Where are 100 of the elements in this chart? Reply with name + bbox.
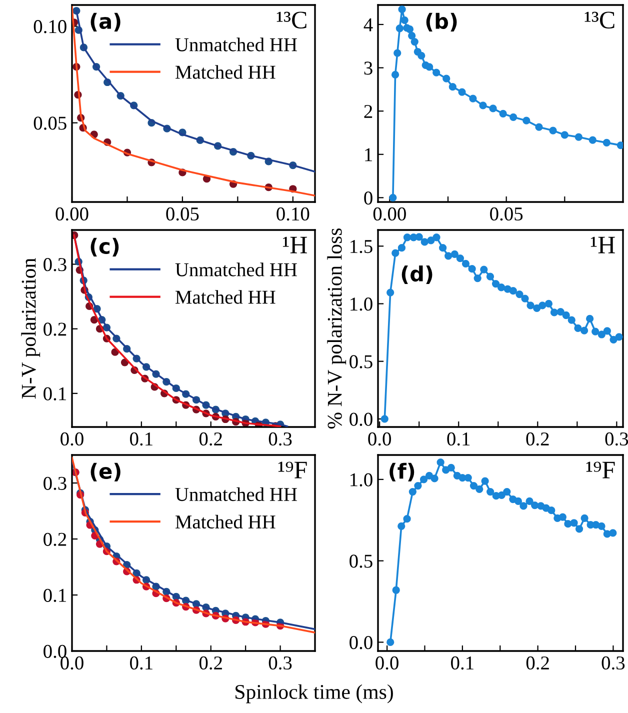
- point: [389, 194, 397, 202]
- legend-label: Unmatched HH: [175, 262, 297, 276]
- point: [556, 308, 564, 316]
- y-tick-label: 2: [364, 104, 372, 118]
- point: [447, 464, 455, 472]
- point: [516, 290, 524, 298]
- point: [456, 254, 464, 262]
- point: [522, 116, 530, 124]
- point: [486, 272, 494, 280]
- point: [550, 308, 558, 316]
- point: [415, 233, 423, 241]
- x-tick-label: 0.2: [526, 432, 549, 446]
- point: [615, 333, 623, 341]
- point: [418, 52, 426, 60]
- point: [448, 83, 456, 91]
- point: [414, 482, 422, 490]
- point: [533, 304, 541, 312]
- x-tick-label: 0.1: [451, 656, 474, 670]
- annotation: ¹H: [590, 236, 615, 254]
- point: [427, 236, 435, 244]
- x-tick-label: 0.05: [490, 207, 523, 221]
- point: [458, 88, 466, 96]
- y-tick-label: 0.2: [44, 322, 66, 336]
- point: [574, 133, 582, 141]
- annotation: ¹³C: [584, 12, 614, 29]
- point: [408, 488, 416, 496]
- point: [391, 70, 400, 79]
- x-tick-label: 0.1: [130, 432, 152, 446]
- point: [568, 316, 576, 324]
- point: [469, 94, 477, 102]
- x-tick-label: 0.2: [199, 432, 222, 446]
- y-tick-label: 0.05: [34, 116, 66, 130]
- y-tick-label: 0.5: [350, 554, 372, 568]
- point: [544, 300, 553, 308]
- point: [403, 234, 412, 242]
- point: [598, 522, 606, 530]
- point: [432, 68, 440, 76]
- annotation: ¹⁹F: [586, 462, 615, 478]
- x-tick-label: 0.3: [602, 656, 625, 670]
- y-tick-label: 0.3: [44, 476, 66, 490]
- point: [514, 497, 522, 506]
- legend-label: Matched HH: [175, 65, 276, 79]
- point: [580, 514, 588, 522]
- point: [474, 274, 482, 282]
- annotation: (d): [402, 265, 432, 284]
- point: [489, 104, 497, 112]
- annotation: ¹⁹F: [278, 462, 307, 478]
- point: [526, 302, 534, 310]
- x-tick-label: 0.1: [447, 432, 470, 446]
- point: [406, 25, 414, 34]
- y-tick-label: 3: [364, 62, 372, 75]
- point: [450, 250, 458, 258]
- point: [464, 474, 472, 482]
- point: [408, 32, 416, 40]
- y-axis-title: % N-V polarization loss: [327, 228, 346, 429]
- point: [480, 266, 488, 274]
- point: [398, 522, 406, 530]
- annotation: (b): [426, 12, 457, 32]
- point: [436, 458, 444, 466]
- point: [462, 260, 470, 268]
- point: [398, 6, 406, 14]
- point: [530, 501, 539, 510]
- x-tick-label: 0.2: [526, 656, 549, 670]
- point: [558, 513, 567, 521]
- x-tick-label: 0.00: [56, 207, 88, 221]
- y-tick-label: 0.1: [44, 588, 66, 602]
- point: [609, 529, 617, 537]
- point: [535, 123, 543, 131]
- annotation: ¹H: [282, 236, 307, 254]
- point: [468, 265, 476, 273]
- y-tick-label: 0.0: [350, 412, 372, 426]
- point: [398, 244, 406, 252]
- point: [503, 488, 511, 496]
- point: [380, 415, 388, 423]
- point: [580, 326, 588, 334]
- point: [592, 521, 600, 529]
- legend-label: Matched HH: [175, 290, 276, 304]
- annotation: (f): [390, 462, 414, 482]
- y-tick-label: 1.0: [350, 298, 372, 311]
- point: [598, 330, 606, 338]
- point: [486, 488, 494, 496]
- point: [521, 294, 529, 302]
- point: [549, 126, 557, 134]
- legend-label: Unmatched HH: [175, 487, 297, 502]
- x-tick-label: 0.1: [130, 656, 152, 670]
- point: [492, 280, 500, 288]
- point: [476, 485, 484, 494]
- point: [562, 311, 570, 320]
- y-tick-label: 0.3: [44, 258, 66, 272]
- y-tick-label: 0.0: [350, 636, 372, 650]
- point: [410, 38, 418, 46]
- point: [425, 472, 434, 480]
- point: [394, 49, 402, 57]
- point: [438, 244, 447, 252]
- x-tick-label: 0.0: [376, 656, 398, 670]
- point: [432, 234, 440, 242]
- x-tick-label: 0.00: [373, 207, 406, 221]
- point: [526, 497, 534, 506]
- y-tick-label: 0.0: [44, 644, 66, 658]
- point: [499, 110, 507, 118]
